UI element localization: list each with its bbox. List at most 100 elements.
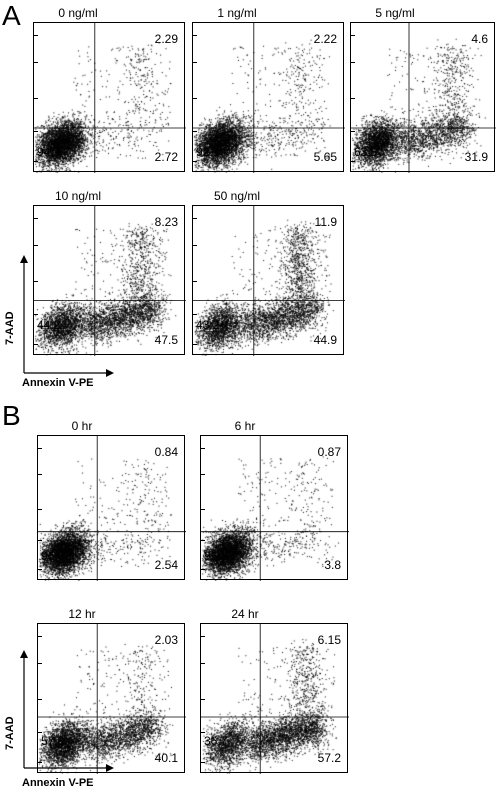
- y-tick: [351, 62, 355, 63]
- x-axis-label-b: Annexin V-PE: [22, 777, 94, 789]
- y-tick: [351, 98, 355, 99]
- y-tick: [38, 699, 42, 700]
- plot-title: 12 hr: [68, 607, 96, 621]
- panel-letter-a: A: [2, 0, 21, 31]
- y-tick: [351, 161, 355, 162]
- quadrant-value-lower-left: 36.7: [204, 734, 228, 748]
- plot-title: 1 ng/ml: [217, 6, 257, 20]
- y-tick: [193, 131, 197, 132]
- quadrant-value-lower-right: 31.9: [464, 150, 488, 164]
- quadrant-value-upper-right: 2.29: [154, 32, 178, 46]
- event-dots: [201, 436, 349, 581]
- quadrant-value-upper-right: 0.87: [317, 445, 341, 459]
- y-tick: [34, 281, 38, 282]
- plot-title: 50 ng/ml: [213, 189, 261, 203]
- quadrant-value-lower-right: 44.9: [313, 333, 337, 347]
- y-tick: [34, 62, 38, 63]
- x-axis-label-a: Annexin V-PE: [22, 377, 94, 389]
- y-tick: [201, 447, 205, 449]
- y-tick: [201, 508, 205, 510]
- quadrant-gate: [201, 436, 349, 581]
- panel-letter-b: B: [2, 400, 21, 431]
- y-tick: [193, 98, 197, 99]
- quadrant-gate: [193, 23, 345, 173]
- y-tick: [38, 636, 42, 637]
- quadrant-value-lower-left: 63.5: [354, 145, 378, 159]
- y-tick: [193, 314, 197, 315]
- y-tick: [201, 732, 205, 733]
- quadrant-value-upper-right: 6.15: [317, 633, 341, 647]
- quadrant-value-lower-right: 2.72: [154, 150, 178, 164]
- quadrant-value-lower-left: 44.2: [37, 317, 61, 332]
- quadrant-value-lower-left: 57.8: [41, 734, 65, 748]
- event-dots: [351, 23, 496, 173]
- quadrant-value-upper-right: 0.84: [154, 445, 178, 459]
- quadrant-value-upper-right: 11.9: [314, 215, 337, 229]
- y-tick: [193, 281, 197, 282]
- scatter-plot: 0.84 96.6 2.54: [37, 435, 186, 581]
- quadrant-gate: [351, 23, 496, 173]
- y-tick: [38, 732, 42, 733]
- quadrant-gate: [201, 624, 349, 774]
- y-tick: [34, 98, 38, 99]
- axis-arrows-b: [20, 650, 114, 772]
- y-tick: [34, 161, 38, 162]
- event-dots: [193, 23, 345, 173]
- quadrant-value-upper-right: 2.22: [313, 32, 337, 46]
- y-tick: [201, 699, 205, 700]
- axis-arrows-a: [20, 255, 114, 377]
- y-tick: [351, 131, 355, 132]
- y-tick: [351, 35, 355, 36]
- y-tick: [193, 218, 197, 219]
- quadrant-value-lower-left: 92.1: [196, 145, 220, 159]
- event-dots: [34, 23, 186, 173]
- y-tick: [38, 569, 42, 571]
- y-tick: [38, 663, 42, 664]
- y-tick: [193, 35, 197, 36]
- y-tick: [193, 245, 197, 246]
- y-tick: [38, 540, 42, 542]
- quadrant-value-lower-right: 3.8: [324, 558, 341, 572]
- plot-title: 6 hr: [234, 419, 256, 433]
- quadrant-gate: [38, 624, 186, 774]
- y-tick: [34, 245, 38, 246]
- scatter-plot: 6.15 36.7 57.2: [200, 623, 349, 774]
- quadrant-value-lower-right: 57.2: [317, 751, 341, 765]
- y-tick: [34, 35, 38, 36]
- scatter-plot: 2.29 94.9 2.72: [33, 22, 186, 173]
- scatter-plot: 0.87 95.3 3.8: [200, 435, 349, 581]
- plot-title: 10 ng/ml: [54, 189, 102, 203]
- y-tick: [34, 218, 38, 219]
- y-tick: [201, 473, 205, 475]
- quadrant-gate: [193, 206, 345, 356]
- y-tick: [38, 508, 42, 510]
- scatter-plot: 2.03 57.8 40.1: [37, 623, 186, 774]
- quadrant-gate: [34, 23, 186, 173]
- event-dots: [193, 206, 345, 356]
- y-tick: [201, 569, 205, 571]
- y-axis-label-a: 7-AAD: [4, 311, 16, 345]
- quadrant-value-lower-left: 95.3: [204, 548, 228, 563]
- quadrant-gate: [38, 436, 186, 581]
- quadrant-value-lower-left: 94.9: [37, 145, 61, 159]
- quadrant-value-lower-right: 2.54: [154, 558, 178, 572]
- plot-title: 24 hr: [231, 607, 259, 621]
- y-tick: [34, 314, 38, 315]
- plot-title: 5 ng/ml: [375, 6, 415, 20]
- y-tick: [201, 762, 205, 763]
- y-tick: [34, 131, 38, 132]
- scatter-plot: 2.22 92.1 5.65: [192, 22, 345, 173]
- quadrant-value-upper-right: 2.03: [154, 633, 178, 647]
- quadrant-gate: [34, 206, 186, 356]
- quadrant-value-lower-left: 96.6: [41, 548, 65, 563]
- quadrant-value-lower-right: 5.65: [313, 150, 337, 164]
- y-tick: [38, 473, 42, 475]
- y-tick: [38, 762, 42, 763]
- y-tick: [193, 344, 197, 345]
- quadrant-value-upper-right: 8.23: [154, 215, 178, 229]
- plot-title: 0 hr: [71, 419, 93, 433]
- quadrant-value-upper-right: 4.6: [471, 32, 488, 46]
- scatter-plot: 11.9 43.2 44.9: [192, 205, 345, 356]
- y-tick: [201, 663, 205, 664]
- quadrant-value-lower-left: 43.2: [196, 317, 220, 332]
